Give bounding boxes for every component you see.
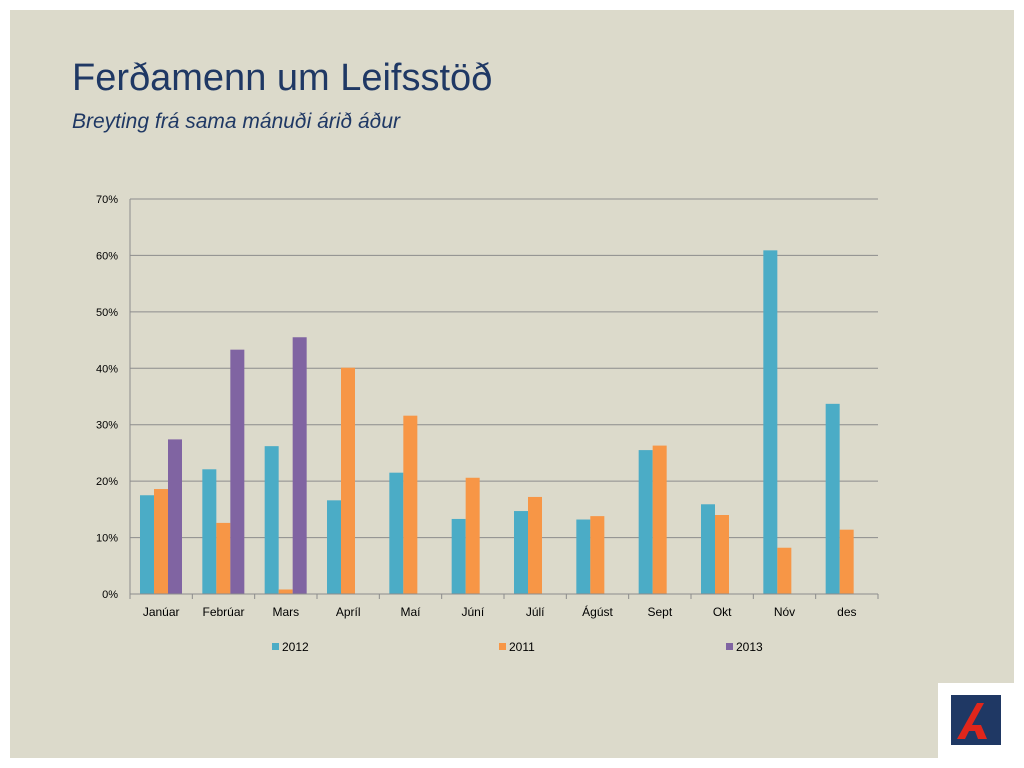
y-tick-label: 50% xyxy=(96,307,118,319)
x-tick-label: des xyxy=(837,605,856,619)
x-tick-label: Mars xyxy=(272,605,299,619)
bar-2012 xyxy=(514,511,528,594)
slide-title: Ferðamenn um Leifsstöð xyxy=(72,57,493,99)
bar-2013 xyxy=(230,349,245,594)
x-tick-label: Janúar xyxy=(143,605,180,619)
y-tick-label: 0% xyxy=(102,589,118,601)
x-tick-label: Júní xyxy=(461,605,484,619)
bar-2011 xyxy=(465,477,480,594)
x-tick-label: Sept xyxy=(647,605,672,619)
y-tick-label: 20% xyxy=(96,476,118,488)
x-tick-label: Nóv xyxy=(774,605,795,619)
y-tick-label: 60% xyxy=(96,250,118,262)
legend-swatch-2012 xyxy=(272,643,279,650)
bar-2012 xyxy=(202,469,217,594)
bar-2012 xyxy=(389,472,404,594)
y-tick-label: 30% xyxy=(96,420,118,432)
logo-box xyxy=(938,683,1014,758)
bar-2012 xyxy=(763,250,778,594)
bar-2011 xyxy=(278,589,293,594)
legend-label: 2011 xyxy=(509,640,535,654)
bar-2012 xyxy=(140,495,154,594)
legend-swatch-2011 xyxy=(499,643,506,650)
y-tick-label: 10% xyxy=(96,533,118,545)
bar-2011 xyxy=(839,529,854,594)
bar-2011 xyxy=(652,445,667,594)
bar-2011 xyxy=(216,522,231,594)
bar-2012 xyxy=(701,504,715,594)
bar-2011 xyxy=(528,496,542,594)
bar-2012 xyxy=(451,518,466,594)
bar-2012 xyxy=(825,403,840,594)
bar-2011 xyxy=(341,367,355,594)
x-tick-label: Maí xyxy=(400,605,421,619)
bar-2011 xyxy=(403,415,418,594)
x-tick-label: Apríl xyxy=(336,605,361,619)
legend-swatch-2013 xyxy=(726,643,733,650)
y-tick-label: 70% xyxy=(96,194,118,206)
x-tick-label: Febrúar xyxy=(202,605,244,619)
legend-label: 2013 xyxy=(736,640,763,654)
slide xyxy=(10,10,1014,758)
x-tick-label: Ágúst xyxy=(582,604,613,619)
bar-2012 xyxy=(638,450,653,594)
bar-2012 xyxy=(576,519,591,594)
bar-2011 xyxy=(154,489,168,594)
slide-subtitle: Breyting frá sama mánuði árið áður xyxy=(72,110,400,133)
bar-2011 xyxy=(777,547,792,594)
bar-2011 xyxy=(715,515,729,594)
x-tick-label: Okt xyxy=(713,605,732,619)
bank-logo-icon xyxy=(951,695,1001,745)
x-tick-label: Júlí xyxy=(526,605,545,619)
bar-2012 xyxy=(264,446,279,594)
bar-2013 xyxy=(168,439,182,594)
y-tick-label: 40% xyxy=(96,363,118,375)
bar-2011 xyxy=(590,516,605,594)
legend-label: 2012 xyxy=(282,640,309,654)
bar-2013 xyxy=(292,337,307,594)
bar-2012 xyxy=(327,500,341,594)
